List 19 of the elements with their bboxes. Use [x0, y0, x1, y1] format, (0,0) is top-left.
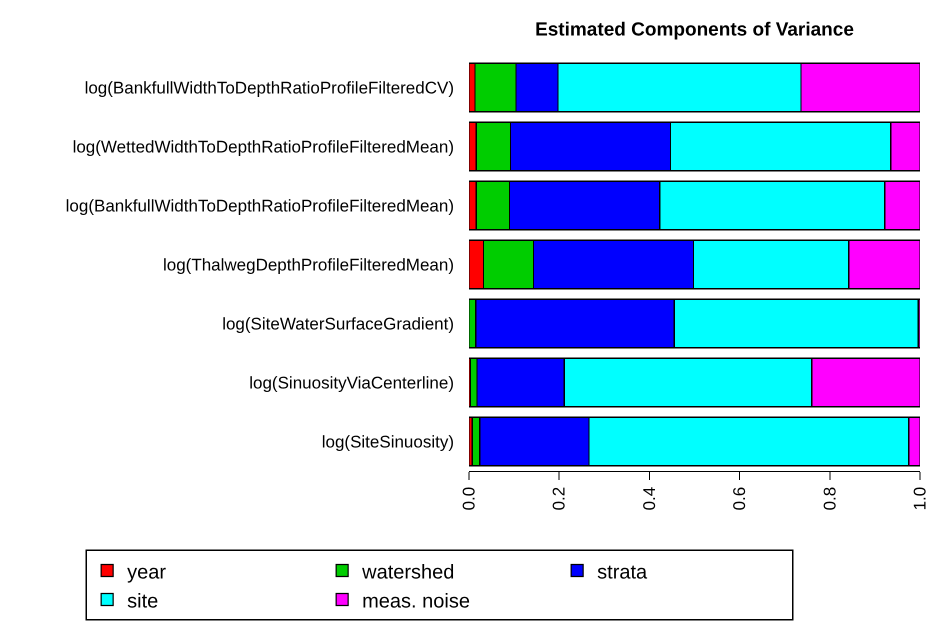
legend-label: meas. noise [362, 590, 470, 612]
y-tick-label: log(WettedWidthToDepthRatioProfileFilteredMean) [72, 137, 454, 156]
y-tick-label: log(SinuosityViaCenterline) [249, 373, 454, 392]
x-tick-label: 0.2 [550, 486, 569, 510]
y-tick-label: log(ThalwegDepthProfileFilteredMean) [162, 255, 454, 274]
x-tick-label: 1.0 [910, 486, 930, 510]
y-tick-label: log(BankfullWidthToDepthRatioProfileFilteredCV) [84, 78, 454, 98]
x-tick-label: 0.0 [460, 486, 479, 510]
y-tick-label: log(BankfullWidthToDepthRatioProfileFilteredMean) [66, 196, 454, 216]
y-tick-label: log(SiteSinuosity) [322, 432, 454, 452]
legend-label: site [127, 590, 158, 612]
legend-label: watershed [361, 561, 454, 584]
chart-title: Estimated Components of Variance [535, 19, 854, 40]
x-tick-label: 0.4 [640, 486, 659, 510]
y-tick-label: log(SiteWaterSurfaceGradient) [222, 314, 454, 334]
legend-label: strata [597, 561, 648, 584]
legend-label: year [127, 561, 166, 584]
x-tick-label: 0.6 [730, 486, 750, 510]
x-tick-label: 0.8 [820, 486, 840, 510]
